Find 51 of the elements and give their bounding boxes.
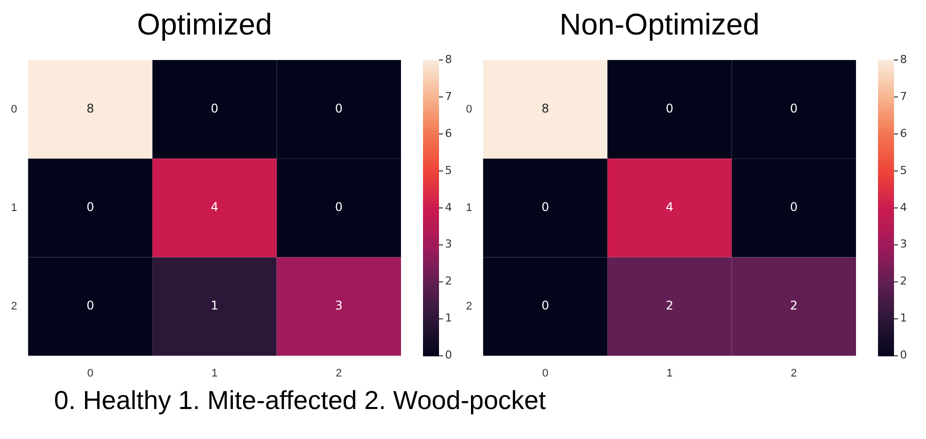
color-bar-label: 1	[445, 312, 452, 325]
color-bar-label: 8	[445, 52, 452, 66]
color-bar-label: 5	[445, 164, 452, 177]
data-label: 4	[666, 200, 674, 214]
data-label: 0	[790, 200, 798, 214]
color-bar-label: 4	[445, 200, 452, 214]
color-bar-label: 6	[900, 126, 907, 140]
data-label: 0	[335, 101, 343, 116]
data-label: 0	[335, 200, 343, 214]
color-bar-label: 0	[900, 348, 907, 362]
data-label: 8	[86, 101, 94, 116]
color-bar-label: 7	[445, 90, 452, 103]
color-bar-label: 8	[900, 52, 907, 66]
color-bar-label: 4	[900, 200, 907, 214]
data-label: 8	[541, 101, 550, 116]
color-bar-label: 3	[445, 238, 452, 251]
chart-title: Non-Optimized	[559, 8, 760, 42]
color-bar-label: 3	[900, 238, 907, 251]
y-tick-label: 0	[10, 103, 18, 116]
color-bar-label: 0	[445, 348, 452, 362]
color-bar-label: 1	[900, 312, 907, 325]
data-label: 0	[86, 200, 94, 214]
data-label: 4	[210, 200, 218, 214]
data-label: 3	[335, 298, 343, 313]
data-label: 0	[86, 298, 94, 313]
color-bar-label: 2	[900, 274, 907, 288]
text: 0. Healthy 1. Mite-affected 2. Wood-pocket	[54, 385, 547, 416]
color-bar-label: 6	[445, 126, 452, 140]
y-tick-label: 1	[466, 202, 472, 214]
data-label: 0	[210, 101, 218, 116]
data-label: 0	[666, 101, 674, 116]
data-label: 0	[541, 200, 550, 214]
x-tick-label: 1	[666, 367, 673, 380]
y-tick-label: 0	[466, 103, 472, 116]
y-tick-label: 2	[10, 300, 18, 313]
chart-title: Optimized	[136, 8, 272, 42]
color-bar-label: 7	[900, 90, 907, 103]
x-tick-label: 2	[790, 367, 797, 380]
data-label: 1	[210, 298, 218, 313]
data-label: 2	[790, 298, 798, 313]
color-bar-label: 5	[900, 164, 907, 177]
y-tick-label: 1	[10, 202, 18, 214]
data-label: 2	[666, 298, 674, 313]
color-bar-label: 2	[445, 274, 452, 288]
x-tick-label: 0	[87, 367, 94, 380]
data-label: 0	[541, 298, 550, 313]
y-tick-label: 2	[466, 300, 472, 313]
data-label: 0	[790, 101, 798, 116]
x-tick-label: 0	[542, 367, 548, 380]
x-tick-label: 1	[211, 367, 218, 380]
x-tick-label: 2	[336, 367, 342, 380]
